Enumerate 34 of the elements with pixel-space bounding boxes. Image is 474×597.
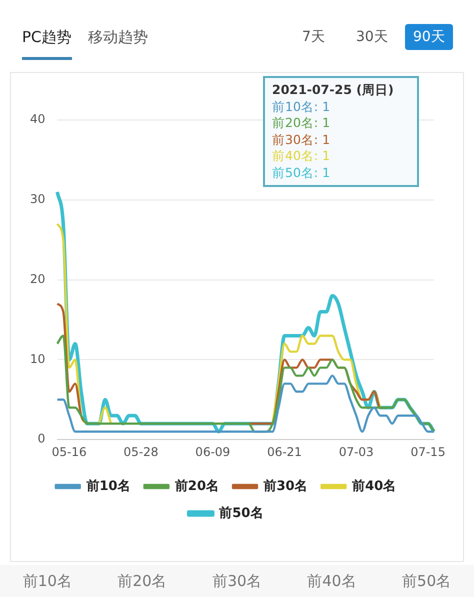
- x-tick-label: 06-21: [267, 444, 302, 459]
- text: 前10名: 1: [272, 98, 332, 115]
- legend-label: 前50名: [218, 506, 264, 521]
- y-tick-label: 0: [38, 432, 46, 446]
- x-tick-label: 07-03: [338, 444, 374, 459]
- text: PC趋势: [22, 28, 72, 60]
- text: 前30名: [212, 572, 262, 590]
- annotation: 前20名: 1: [272, 115, 332, 132]
- x-tick-label: 07-15: [410, 444, 446, 459]
- text: 前20名: [118, 572, 167, 590]
- annotation: 前50名: 1: [272, 164, 332, 181]
- legend-label: 前20名: [174, 478, 220, 494]
- x-tick-label: 06-09: [195, 444, 230, 459]
- text: 前10名: [22, 572, 72, 590]
- y-tick-label: 20: [30, 272, 46, 286]
- line-series: [56, 334, 436, 433]
- text: 90天: [405, 24, 453, 50]
- legend-label: 前10名: [85, 478, 130, 494]
- text: 前40名: [307, 572, 356, 590]
- y-tick-label: 10: [30, 352, 46, 366]
- x-tick-label: 05-28: [124, 444, 158, 459]
- text: 30天: [355, 28, 389, 47]
- text: 7天: [301, 28, 326, 47]
- annotation: 前40名: 1: [272, 148, 332, 164]
- line-series: [56, 374, 436, 433]
- y-tick-label: 40: [30, 112, 46, 126]
- text: 前50名: [402, 572, 452, 590]
- legend-label: 前40名: [351, 478, 396, 494]
- legend-label: 前30名: [262, 478, 308, 494]
- annotation: 前30名: 1: [272, 132, 332, 148]
- y-tick-label: 30: [30, 192, 46, 206]
- x-tick-label: 05-16: [52, 444, 87, 459]
- text: 移动趋势: [88, 28, 148, 47]
- text: 2021-07-25 (周日): [272, 82, 395, 98]
